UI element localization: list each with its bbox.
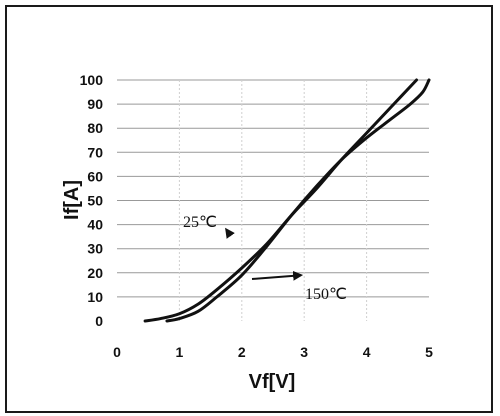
- y-tick-label: 0: [95, 313, 103, 329]
- series-line-0: [143, 78, 419, 323]
- x-tick-label: 0: [113, 344, 121, 360]
- chart-frame: [5, 5, 493, 413]
- y-tick-label: 50: [87, 193, 103, 209]
- annotation-label-1: 150℃: [305, 286, 347, 303]
- annotation-arrow-0: [225, 227, 235, 239]
- y-tick-label: 30: [87, 241, 103, 257]
- y-tick-label: 60: [87, 168, 103, 184]
- y-tick-label: 70: [87, 144, 103, 160]
- plot-series: [143, 78, 431, 323]
- annotations: 25℃ 150℃: [183, 214, 347, 303]
- x-tick-label: 3: [300, 344, 308, 360]
- y-tick-label: 40: [87, 217, 103, 233]
- series-line-1: [165, 78, 431, 323]
- y-tick-label: 90: [87, 96, 103, 112]
- y-axis-title: If[A]: [61, 180, 83, 220]
- y-tick-label: 80: [87, 120, 103, 136]
- tick-labels: 0 10 20 30 40 50 60 70 80 90 100 0 1 2 3 4 5: [80, 72, 433, 360]
- y-tick-label: 10: [87, 289, 103, 305]
- y-tick-label: 20: [87, 265, 103, 281]
- x-tick-label: 1: [176, 344, 184, 360]
- x-tick-label: 5: [425, 344, 433, 360]
- annotation-label-0: 25℃: [183, 214, 217, 231]
- x-axis-title: Vf[V]: [249, 371, 296, 393]
- x-tick-label: 4: [363, 344, 371, 360]
- grid: [117, 79, 429, 321]
- y-tick-label: 100: [80, 72, 104, 88]
- annotation-arrow-1: [251, 270, 304, 281]
- x-tick-label: 2: [238, 344, 246, 360]
